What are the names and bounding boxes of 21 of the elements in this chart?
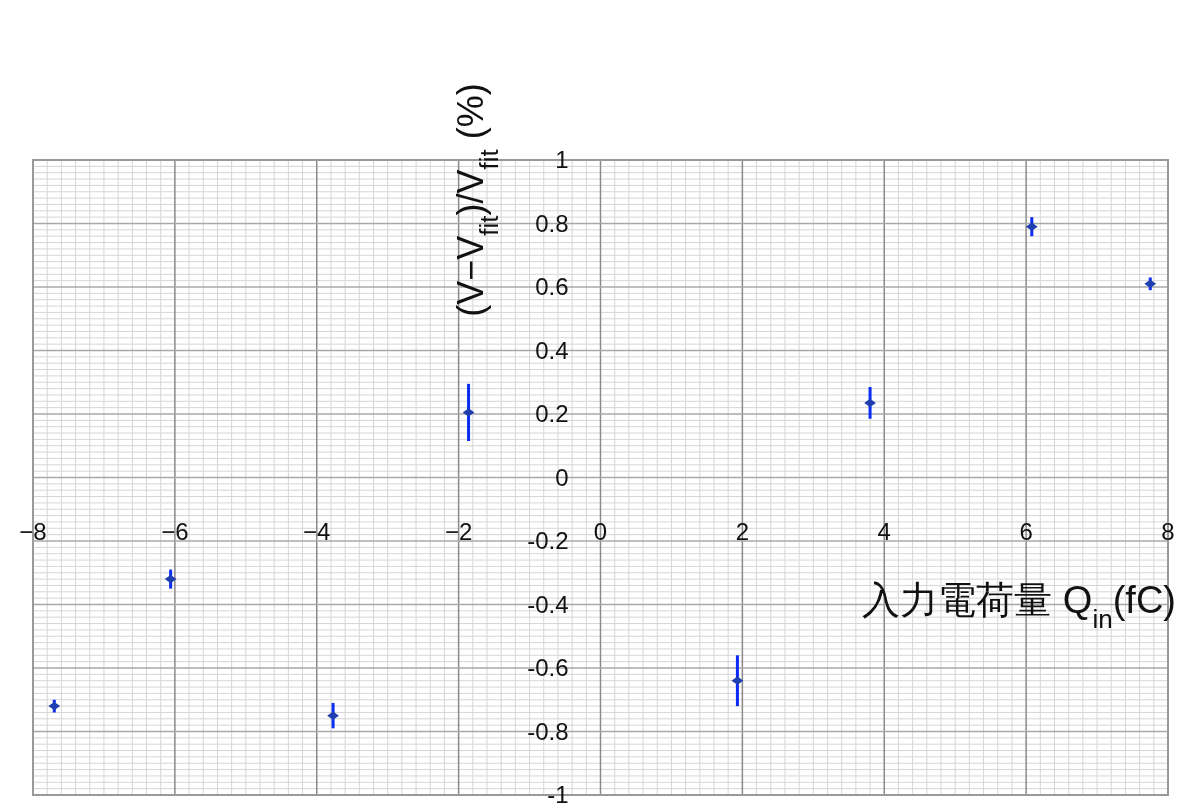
x-tick-label: −4 (303, 517, 331, 545)
y-tick-label: 0.2 (535, 400, 569, 428)
y-tick-label: -0.8 (527, 717, 569, 745)
x-tick-label: 0 (593, 517, 608, 545)
x-tick-label: 4 (877, 517, 891, 545)
y-tick-label: 0 (555, 463, 569, 491)
y-tick-label: -1 (547, 781, 569, 808)
x-tick-label: 8 (1161, 517, 1175, 545)
x-tick-label: −8 (19, 517, 47, 545)
y-tick-label: 0.4 (535, 336, 569, 364)
x-axis-title: 入力電荷量 Q$_{in}$(fC) (862, 578, 1176, 634)
x-tick-label: −6 (161, 517, 189, 545)
y-tick-label: -0.4 (527, 590, 569, 618)
y-tick-label: -0.2 (527, 527, 569, 555)
x-tick-label: −2 (444, 517, 473, 545)
y-tick-label: 0.6 (535, 273, 569, 301)
y-tick-label: 1 (555, 146, 569, 174)
x-tick-label: 6 (1019, 517, 1033, 545)
x-tick-label: 2 (735, 517, 750, 545)
y-tick-label: -0.6 (527, 654, 569, 682)
y-tick-label: 0.8 (535, 209, 569, 237)
